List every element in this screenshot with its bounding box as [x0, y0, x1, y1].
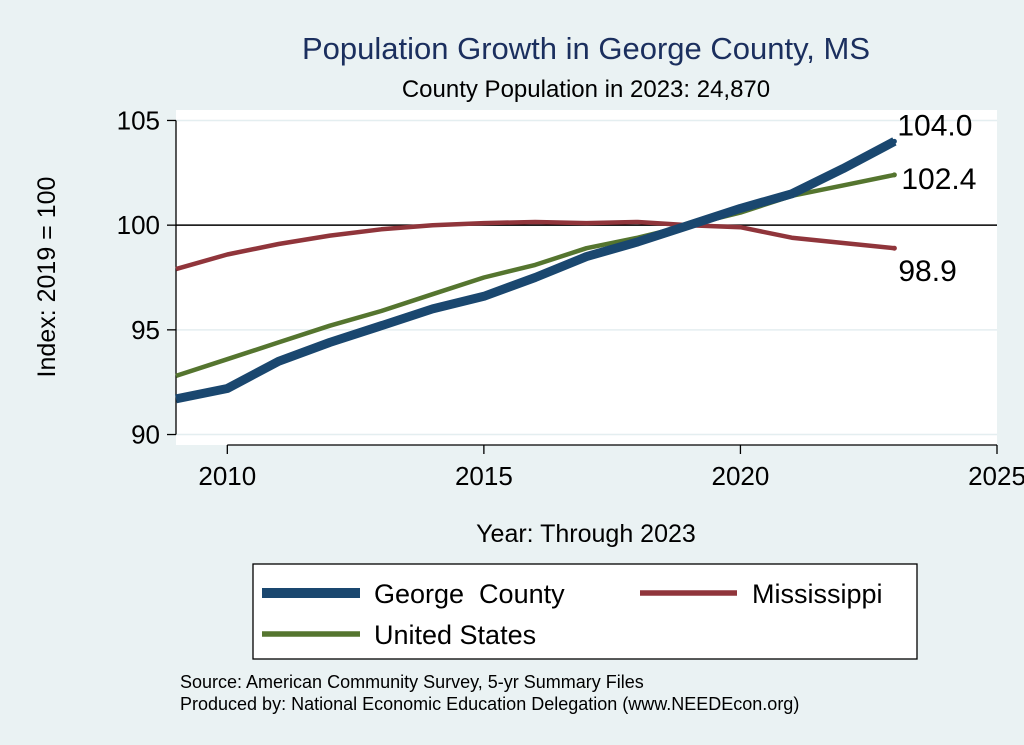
plot-area — [176, 110, 997, 445]
x-tick-label: 2025 — [968, 461, 1024, 491]
series-lines — [175, 137, 897, 404]
series-line-mississippi — [175, 219, 895, 272]
x-tick-label: 2020 — [712, 461, 770, 491]
y-tick-label: 105 — [117, 105, 160, 135]
x-tick-label: 2015 — [455, 461, 513, 491]
y-tick-label: 90 — [131, 420, 160, 450]
legend: George County Mississippi United States — [252, 563, 918, 660]
chart-subtitle: County Population in 2023: 24,870 — [402, 76, 770, 103]
series-end-marker — [891, 245, 897, 251]
legend-label: George County — [374, 579, 565, 609]
legend-label: Mississippi — [752, 579, 883, 609]
axes: 90 95 100 105 2010 2015 2020 2025 — [117, 105, 1024, 491]
x-axis-title: Year: Through 2023 — [476, 520, 696, 548]
y-tick-label: 100 — [117, 210, 160, 240]
legend-box — [252, 563, 918, 660]
producer-line: Produced by: National Economic Education… — [180, 694, 799, 714]
chart-title: Population Growth in George County, MS — [302, 31, 870, 66]
y-axis-title: Index: 2019 = 100 — [33, 177, 61, 378]
x-tick-label: 2010 — [198, 461, 256, 491]
end-label: 104.0 — [897, 109, 972, 142]
end-labels: 104.0 98.9 102.4 — [897, 109, 976, 288]
end-label: 102.4 — [901, 163, 976, 196]
series-end-marker — [891, 172, 897, 178]
legend-label: United States — [374, 620, 536, 650]
series-line-george-county — [175, 137, 897, 404]
series-end-marker — [891, 138, 897, 144]
source-line: Source: American Community Survey, 5-yr … — [180, 672, 644, 692]
y-tick-label: 95 — [131, 315, 160, 345]
end-label: 98.9 — [898, 255, 956, 288]
